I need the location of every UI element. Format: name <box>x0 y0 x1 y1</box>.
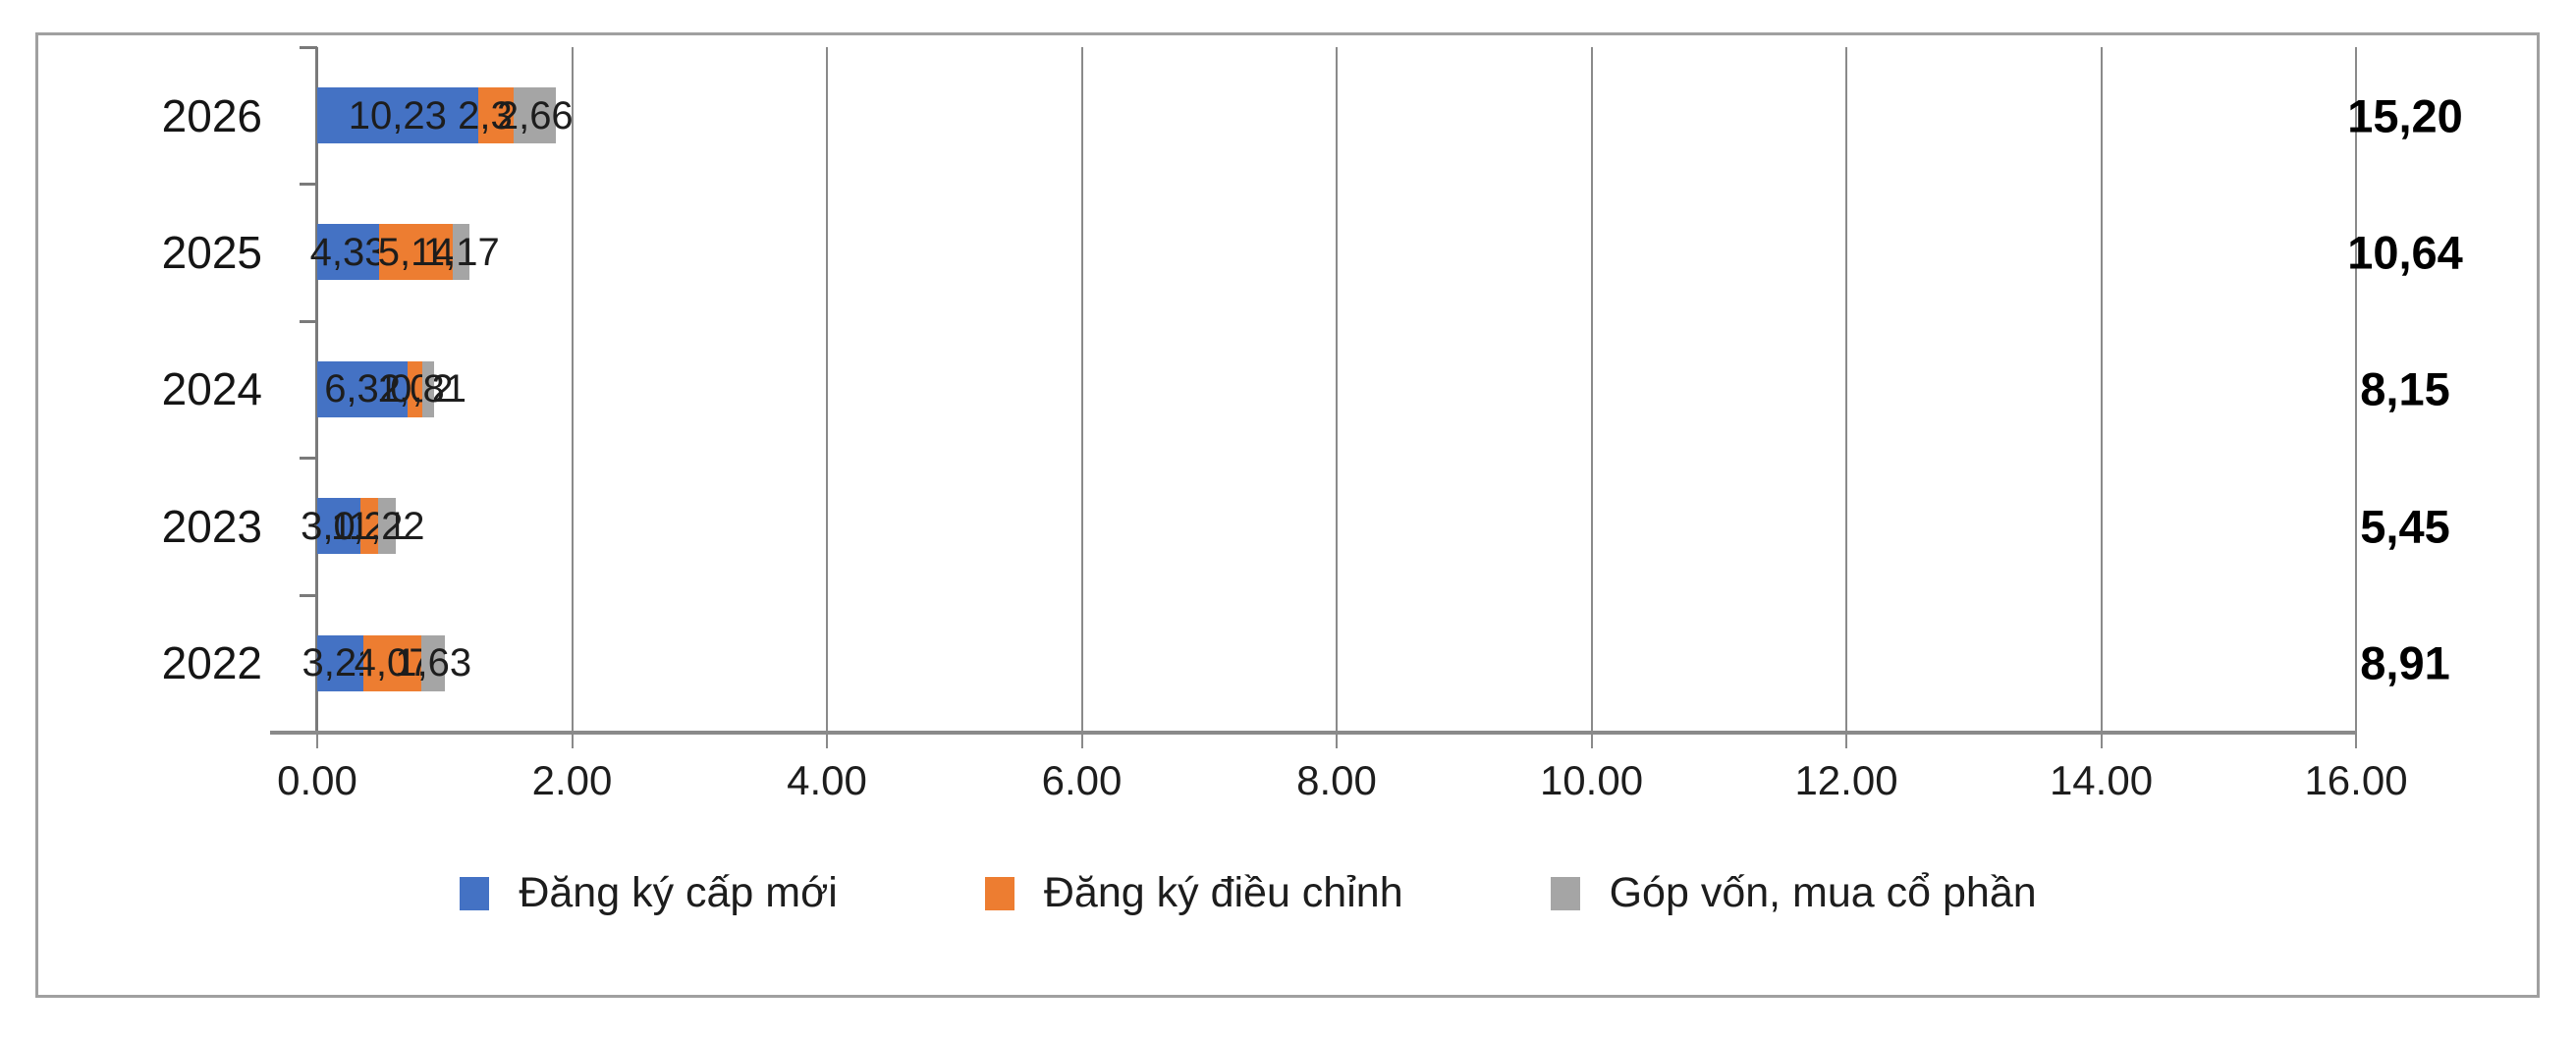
segment-value-label: 1,63 <box>395 641 472 685</box>
legend-item: Đăng ký điều chỉnh <box>984 869 1403 916</box>
bar-segment: 5,14 <box>377 224 455 281</box>
x-axis-tick-label: 6.00 <box>1041 757 1123 803</box>
category-label: 2024 <box>161 363 262 415</box>
bar-row: 2022 3,21 4,07 1,63 8,91 <box>162 595 2450 732</box>
x-axis-tick-label: 14.00 <box>2049 757 2154 803</box>
segment-value-label: 0,81 <box>390 367 466 411</box>
x-axis-tick-label: 0.00 <box>277 757 357 803</box>
x-axis-tick-label: 8.00 <box>1296 757 1377 803</box>
y-axis-tick <box>300 319 317 323</box>
gridline <box>2100 47 2103 748</box>
segment-value-label: 4,07 <box>354 641 431 685</box>
bar-row: 2024 6,32 1,02 0,81 8,15 <box>162 321 2450 458</box>
total-label: 5,45 <box>2360 500 2450 553</box>
gridline <box>1845 47 1847 748</box>
x-axis-tick-label: 4.00 <box>787 757 867 803</box>
chart-frame: 0.00 2.00 4.00 6.00 8.00 10.00 12.00 14.00 16.00… <box>35 32 2540 998</box>
category-label: 2023 <box>161 500 262 552</box>
stacked-bar: 10,23 2,31 2,66 <box>317 87 574 143</box>
y-axis-tick <box>300 593 317 597</box>
x-axis-tick-label: 12.00 <box>1794 757 1898 803</box>
legend-swatch-icon <box>460 876 490 910</box>
legend: Đăng ký cấp mới Đăng ký điều chỉnh Góp vốn… <box>38 872 2458 914</box>
bar-row: 2025 4,33 5,14 1,17 10,64 <box>162 184 2463 320</box>
segment-value-label: 1,17 <box>422 230 500 274</box>
bar-segment: 4,07 <box>355 634 431 691</box>
total-label: 8,15 <box>2360 362 2450 415</box>
y-axis-tick <box>300 183 317 187</box>
legend-label: Góp vốn, mua cổ phần <box>1609 869 2037 916</box>
stacked-bar: 6,32 1,02 0,81 <box>317 360 547 417</box>
legend-item: Đăng ký cấp mới <box>460 872 838 914</box>
total-label: 10,64 <box>2347 226 2463 279</box>
legend-label: Đăng ký điều chỉnh <box>1043 869 1403 916</box>
y-axis-line <box>315 47 318 732</box>
gridline <box>1080 47 1083 748</box>
stacked-bar: 3,02 1,21 1,22 <box>301 498 547 555</box>
x-axis-line <box>270 731 2356 735</box>
bar-row: 2023 3,02 1,21 1,22 5,45 <box>162 458 2450 594</box>
bar-segment: 1,17 <box>423 224 500 281</box>
category-label: 2026 <box>161 89 262 141</box>
bar-segment: 10,23 <box>317 87 478 143</box>
segment-value-label: 2,66 <box>496 93 574 137</box>
x-axis-tick-label: 2.00 <box>531 757 613 803</box>
gridline <box>571 47 574 748</box>
segment-value-label: 5,14 <box>377 230 455 274</box>
category-label: 2025 <box>161 227 262 279</box>
x-axis-tick-label: 16.00 <box>2304 757 2408 803</box>
gridline <box>2355 47 2357 748</box>
category-label: 2022 <box>161 637 262 689</box>
segment-value-label: 1,02 <box>376 367 454 411</box>
segment-value-label: 1,22 <box>348 504 425 548</box>
bar-segment: 6,32 <box>317 360 409 417</box>
stacked-bar: 3,21 4,07 1,63 <box>302 634 547 691</box>
legend-label: Đăng ký cấp mới <box>519 869 838 916</box>
bar-segment: 1,02 <box>377 360 454 417</box>
y-axis-tick <box>300 457 317 461</box>
total-label: 15,20 <box>2347 89 2463 142</box>
legend-swatch-icon <box>984 876 1014 910</box>
legend-swatch-icon <box>1550 876 1580 910</box>
gridline <box>1590 47 1593 748</box>
bar-segment: 2,66 <box>497 87 574 143</box>
bar-row: 2026 10,23 2,31 2,66 15,20 <box>162 47 2463 184</box>
total-label: 8,91 <box>2360 636 2450 689</box>
stacked-bar: 4,33 5,14 1,17 <box>310 224 547 281</box>
legend-item: Góp vốn, mua cổ phần <box>1550 869 2037 916</box>
segment-value-label: 4,33 <box>309 230 387 274</box>
gridline <box>826 47 828 748</box>
bar-segment: 4,33 <box>310 224 387 281</box>
y-axis-tick <box>300 46 317 49</box>
plot-area: 0.00 2.00 4.00 6.00 8.00 10.00 12.00 14.00 16.00… <box>162 46 2463 801</box>
bar-segment: 1,63 <box>395 634 471 691</box>
bar-segment: 1,22 <box>349 498 425 555</box>
segment-value-label: 10,23 <box>348 93 447 137</box>
x-axis-tick-label: 10.00 <box>1539 757 1644 803</box>
gridline <box>1336 47 1338 748</box>
segment-value-label: 6,32 <box>324 367 402 411</box>
bar-segment: 0,81 <box>390 360 466 417</box>
